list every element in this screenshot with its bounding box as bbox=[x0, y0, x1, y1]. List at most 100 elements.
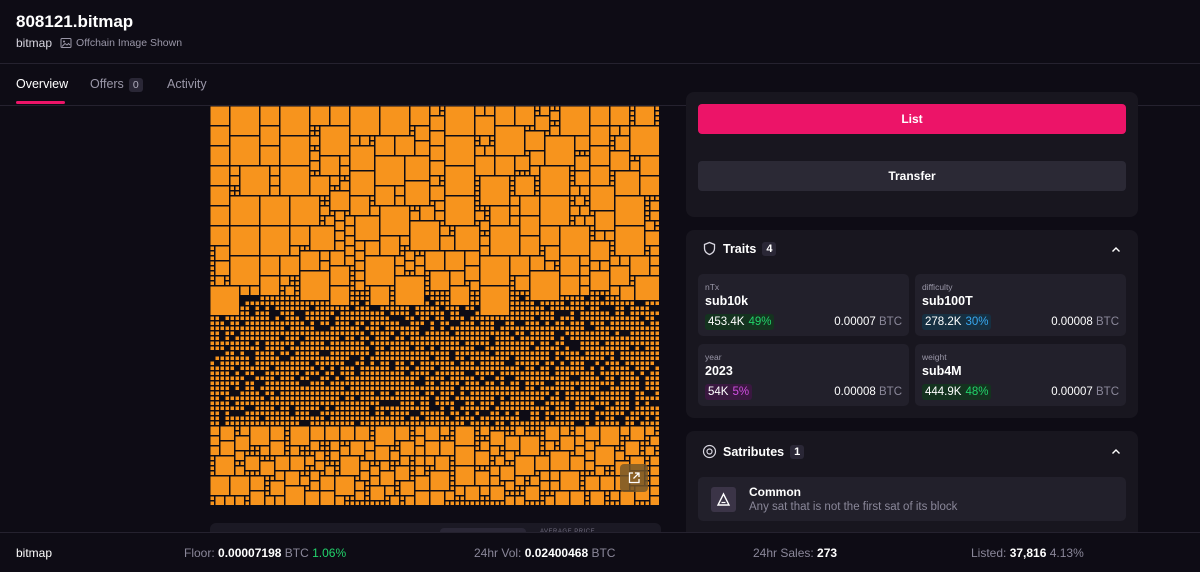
bitmap-block bbox=[210, 361, 214, 365]
transfer-button[interactable]: Transfer bbox=[698, 161, 1126, 191]
bitmap-block bbox=[455, 501, 459, 505]
bitmap-block bbox=[570, 411, 574, 415]
bitmap-block bbox=[445, 351, 449, 355]
bitmap-block bbox=[570, 306, 574, 310]
open-external-button[interactable] bbox=[620, 464, 648, 492]
tab-overview[interactable]: Overview bbox=[16, 77, 69, 91]
bitmap-block bbox=[300, 406, 304, 410]
bitmap-block bbox=[220, 426, 234, 440]
bitmap-block bbox=[370, 136, 374, 140]
bitmap-block bbox=[430, 296, 434, 300]
bitmap-block bbox=[525, 306, 529, 310]
bitmap-block bbox=[365, 396, 369, 400]
bitmap-block bbox=[570, 356, 574, 360]
bitmap-block bbox=[340, 306, 344, 310]
bitmap-block bbox=[245, 336, 249, 340]
bitmap-block bbox=[380, 331, 384, 335]
bitmap-block bbox=[320, 366, 324, 370]
bitmap-block bbox=[260, 126, 279, 145]
page-title: 808121.bitmap bbox=[16, 12, 134, 31]
bitmap-block bbox=[560, 361, 564, 365]
bitmap-block bbox=[590, 296, 594, 300]
bitmap-block bbox=[340, 421, 344, 425]
bitmap-block bbox=[450, 421, 454, 425]
bitmap-block bbox=[365, 501, 369, 505]
bitmap-block bbox=[530, 271, 559, 300]
bitmap-block bbox=[385, 326, 389, 330]
bitmap-block bbox=[505, 316, 509, 320]
trait-card[interactable]: weight sub4M 444.9K 48% 0.00007 BTC bbox=[915, 344, 1126, 406]
bitmap-block bbox=[280, 166, 309, 195]
bitmap-block bbox=[540, 441, 544, 445]
bitmap-block bbox=[610, 171, 614, 175]
trait-card[interactable]: year 2023 54K 5% 0.00008 BTC bbox=[698, 344, 909, 406]
bitmap-block bbox=[385, 416, 389, 420]
chevron-up-icon[interactable] bbox=[1111, 245, 1121, 255]
bitmap-block bbox=[215, 416, 219, 420]
bitmap-block bbox=[535, 376, 539, 380]
bitmap-block bbox=[555, 366, 559, 370]
bitmap-block bbox=[290, 316, 294, 320]
bitmap-block bbox=[515, 106, 534, 125]
bitmap-block bbox=[440, 401, 444, 405]
bitmap-block bbox=[655, 366, 659, 370]
bitmap-block bbox=[460, 366, 464, 370]
bitmap-block bbox=[655, 226, 659, 230]
list-button[interactable]: List bbox=[698, 104, 1126, 134]
bitmap-block bbox=[315, 311, 319, 315]
bitmap-block bbox=[645, 461, 649, 465]
bitmap-block bbox=[475, 386, 479, 390]
bitmap-block bbox=[365, 296, 369, 300]
bitmap-block bbox=[465, 341, 469, 345]
bitmap-block bbox=[320, 476, 334, 490]
bitmap-block bbox=[595, 356, 599, 360]
chevron-up-icon[interactable] bbox=[1111, 447, 1121, 457]
bitmap-block bbox=[540, 471, 549, 480]
bitmap-block bbox=[215, 366, 219, 370]
bitmap-block bbox=[605, 496, 609, 500]
header-subrow: bitmap Offchain Image Shown bbox=[16, 36, 182, 50]
tab-activity[interactable]: Activity bbox=[167, 77, 207, 91]
bitmap-block bbox=[515, 371, 519, 375]
bitmap-block bbox=[225, 366, 229, 370]
bitmap-block bbox=[525, 381, 529, 385]
trait-card[interactable]: nTx sub10k 453.4K 49% 0.00007 BTC bbox=[698, 274, 909, 336]
bitmap-block bbox=[490, 501, 494, 505]
traits-header[interactable]: Traits 4 bbox=[702, 241, 777, 256]
bitmap-block bbox=[620, 411, 624, 415]
bitmap-block bbox=[560, 436, 574, 450]
bitmap-block bbox=[415, 256, 424, 265]
bitmap-block bbox=[250, 366, 254, 370]
bitmap-block bbox=[545, 406, 549, 410]
satributes-header[interactable]: Satributes 1 bbox=[702, 444, 805, 459]
bitmap-block bbox=[575, 401, 579, 405]
strip-toggle[interactable] bbox=[440, 528, 526, 535]
bitmap-block bbox=[215, 411, 219, 415]
bitmap-block bbox=[360, 361, 364, 365]
bitmap-block bbox=[330, 356, 334, 360]
bitmap-block bbox=[350, 326, 354, 330]
bitmap-block bbox=[285, 441, 289, 445]
bitmap-block bbox=[540, 501, 544, 505]
bitmap-block bbox=[560, 256, 579, 275]
bitmap-block bbox=[470, 291, 474, 295]
bitmap-block bbox=[335, 416, 339, 420]
tab-offers[interactable]: Offers 0 bbox=[90, 77, 143, 92]
bitmap-block bbox=[595, 211, 614, 230]
bitmap-block bbox=[360, 381, 364, 385]
collection-link[interactable]: bitmap bbox=[16, 36, 53, 50]
footer-collection-name[interactable]: bitmap bbox=[16, 546, 53, 560]
bitmap-block bbox=[580, 481, 584, 485]
bitmap-block bbox=[395, 441, 399, 445]
bitmap-block bbox=[570, 421, 574, 425]
bitmap-block bbox=[600, 401, 604, 405]
bitmap-block bbox=[455, 486, 464, 495]
satribute-card[interactable]: Common Any sat that is not the first sat… bbox=[698, 477, 1126, 521]
trait-card[interactable]: difficulty sub100T 278.2K 30% 0.00008 BTC bbox=[915, 274, 1126, 336]
bitmap-block bbox=[210, 266, 214, 270]
bitmap-block bbox=[450, 366, 454, 370]
bitmap-block bbox=[475, 441, 479, 445]
bitmap-block bbox=[490, 141, 494, 145]
bitmap-block bbox=[335, 391, 339, 395]
bitmap-block bbox=[600, 411, 604, 415]
